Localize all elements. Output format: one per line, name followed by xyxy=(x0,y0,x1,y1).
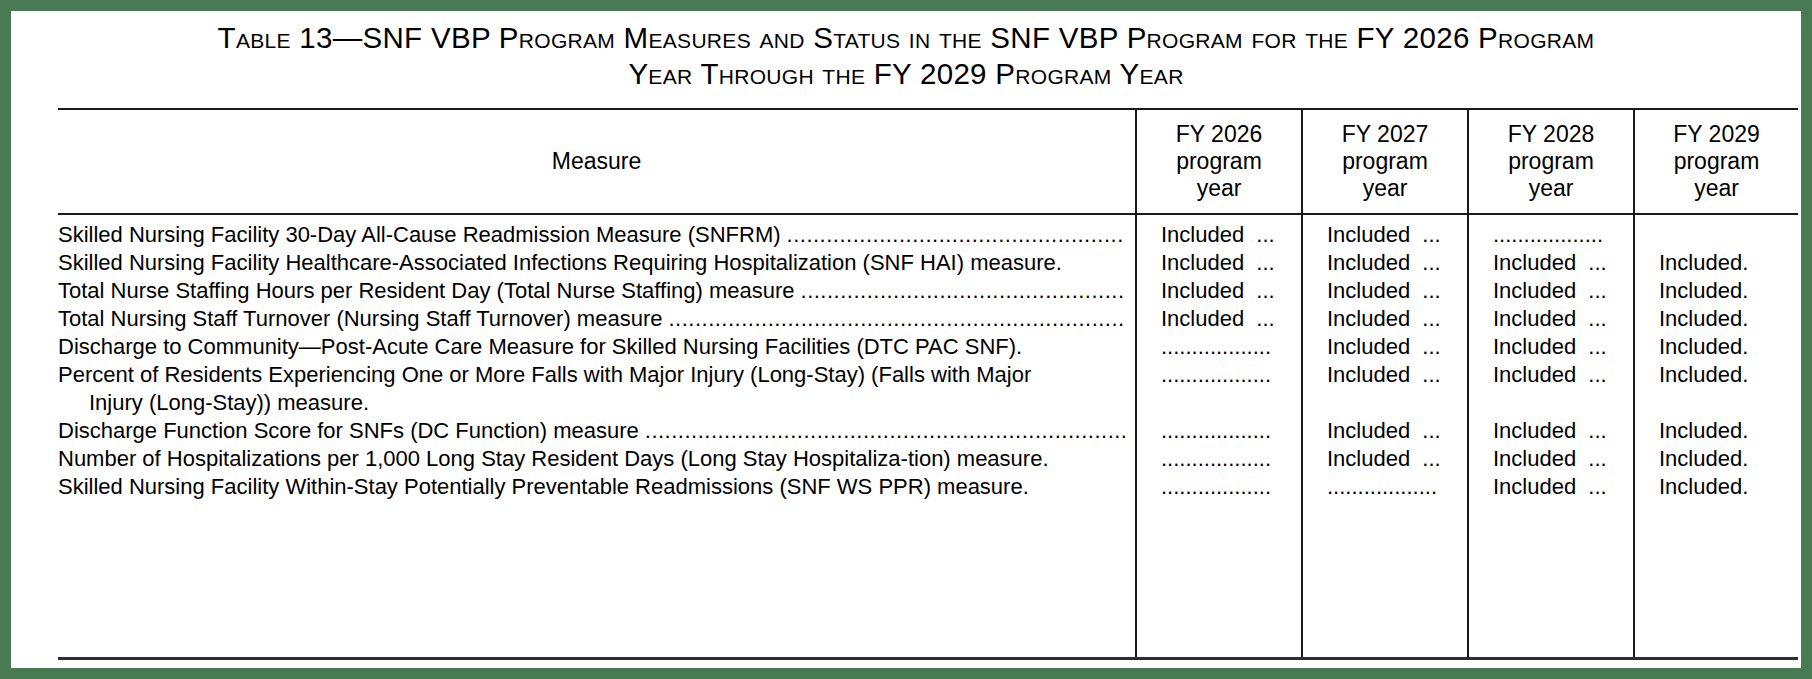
status-cell: Included. xyxy=(1633,249,1798,277)
status-cell: Included. xyxy=(1633,417,1798,445)
col-header-fy2026: FY 2026 program year xyxy=(1135,110,1301,213)
measure-text: Total Nurse Staffing Hours per Resident … xyxy=(58,277,795,305)
measure-cell: Skilled Nursing Facility Within-Stay Pot… xyxy=(58,473,1135,501)
measure-cell: Percent of Residents Experiencing One or… xyxy=(58,361,1135,417)
measure-cell: Number of Hospitalizations per 1,000 Lon… xyxy=(58,445,1135,473)
measure-cell: Skilled Nursing Facility 30-Day All-Caus… xyxy=(58,221,1135,249)
status-cell: Included ... xyxy=(1135,277,1301,305)
status-cell: Included ... xyxy=(1301,445,1467,473)
measure-cell: Discharge to Community—Post-Acute Care M… xyxy=(58,333,1135,361)
status-cell: Included. xyxy=(1633,277,1798,305)
page-frame: Table 13—SNF VBP Program Measures and St… xyxy=(0,0,1812,679)
table-title-line1: Table 13—SNF VBP Program Measures and St… xyxy=(11,20,1801,56)
status-cell: Included ... xyxy=(1467,445,1633,473)
col-header-fy2029: FY 2029 program year xyxy=(1633,110,1798,213)
status-cell: Included ... xyxy=(1301,361,1467,417)
status-cell: .................. xyxy=(1301,473,1467,501)
filler xyxy=(1135,501,1301,657)
measure-cell: Total Nurse Staffing Hours per Resident … xyxy=(58,277,1135,305)
status-cell: Included ... xyxy=(1301,249,1467,277)
status-cell: Included ... xyxy=(1467,417,1633,445)
status-cell: .................. xyxy=(1135,417,1301,445)
table-body: Skilled Nursing Facility 30-Day All-Caus… xyxy=(58,215,1798,660)
measure-text: Percent of Residents Experiencing One or… xyxy=(58,362,1031,415)
status-cell: Included ... xyxy=(1467,361,1633,417)
status-cell: Included ... xyxy=(1135,221,1301,249)
measure-cell: Discharge Function Score for SNFs (DC Fu… xyxy=(58,417,1135,445)
status-cell: .................. xyxy=(1467,221,1633,249)
status-cell: .................. xyxy=(1135,361,1301,417)
status-cell: Included ... xyxy=(1467,249,1633,277)
measure-text: Discharge Function Score for SNFs (DC Fu… xyxy=(58,417,639,445)
measures-table: Measure FY 2026 program year FY 2027 pro… xyxy=(58,108,1798,660)
status-cell: .................. xyxy=(1135,333,1301,361)
status-cell: Included ... xyxy=(1135,305,1301,333)
measure-text: Skilled Nursing Facility Within-Stay Pot… xyxy=(58,474,1029,499)
status-cell: Included ... xyxy=(1467,277,1633,305)
col-header-fy2027: FY 2027 program year xyxy=(1301,110,1467,213)
status-cell: Included. xyxy=(1633,445,1798,473)
measure-text: Total Nursing Staff Turnover (Nursing St… xyxy=(58,305,662,333)
measure-text: Skilled Nursing Facility Healthcare-Asso… xyxy=(58,250,1062,275)
filler xyxy=(1301,501,1467,657)
status-cell: Included ... xyxy=(1467,305,1633,333)
filler xyxy=(1467,501,1633,657)
measure-cell: Skilled Nursing Facility Healthcare-Asso… xyxy=(58,249,1135,277)
filler xyxy=(1633,501,1798,657)
status-cell: Included. xyxy=(1633,333,1798,361)
filler xyxy=(58,501,1135,657)
col-header-fy2028: FY 2028 program year xyxy=(1467,110,1633,213)
status-cell: .................. xyxy=(1135,473,1301,501)
status-cell: Included ... xyxy=(1135,249,1301,277)
dot-leader: ........................................… xyxy=(668,305,1125,333)
status-cell: Included ... xyxy=(1301,417,1467,445)
measure-text: Number of Hospitalizations per 1,000 Lon… xyxy=(58,446,1049,471)
status-cell: Included ... xyxy=(1467,473,1633,501)
measure-text: Discharge to Community—Post-Acute Care M… xyxy=(58,334,1022,359)
status-cell: Included ... xyxy=(1467,333,1633,361)
measure-cell: Total Nursing Staff Turnover (Nursing St… xyxy=(58,305,1135,333)
table-title-line2: Year Through the FY 2029 Program Year xyxy=(11,56,1801,92)
dot-leader: ........................................… xyxy=(645,417,1125,445)
dot-leader: ........................................… xyxy=(801,277,1125,305)
status-cell: Included. xyxy=(1633,361,1798,417)
status-cell xyxy=(1633,221,1798,249)
table-title: Table 13—SNF VBP Program Measures and St… xyxy=(11,20,1801,92)
measure-text: Skilled Nursing Facility 30-Day All-Caus… xyxy=(58,221,781,249)
status-cell: Included. xyxy=(1633,305,1798,333)
status-cell: .................. xyxy=(1135,445,1301,473)
status-cell: Included ... xyxy=(1301,221,1467,249)
dot-leader: ........................................… xyxy=(787,221,1125,249)
status-cell: Included ... xyxy=(1301,277,1467,305)
table-header-row: Measure FY 2026 program year FY 2027 pro… xyxy=(58,108,1798,215)
status-cell: Included. xyxy=(1633,473,1798,501)
status-cell: Included ... xyxy=(1301,333,1467,361)
status-cell: Included ... xyxy=(1301,305,1467,333)
col-header-measure: Measure xyxy=(58,110,1135,213)
